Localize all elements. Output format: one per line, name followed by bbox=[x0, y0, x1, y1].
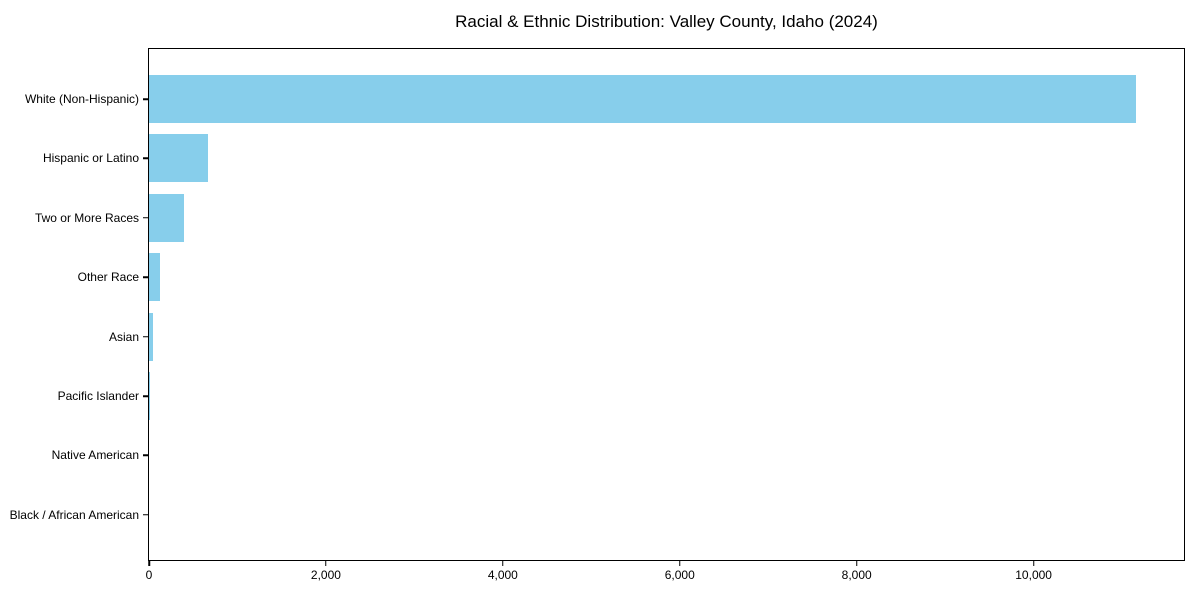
x-axis-tick-label: 8,000 bbox=[841, 568, 872, 582]
bar-row: Asian bbox=[109, 312, 1184, 361]
y-axis-tick bbox=[143, 395, 149, 397]
y-axis-label: Pacific Islander bbox=[57, 389, 139, 403]
y-axis-label: White (Non-Hispanic) bbox=[24, 92, 139, 106]
y-axis-label: Two or More Races bbox=[34, 210, 139, 225]
y-axis-label: Native American bbox=[51, 448, 139, 463]
bar bbox=[149, 193, 185, 242]
bar bbox=[149, 75, 1137, 123]
bar bbox=[149, 253, 161, 302]
x-axis-tick bbox=[855, 560, 858, 566]
plot-area: White (Non-Hispanic) Hispanic or Latino Tw… bbox=[10, 48, 1185, 582]
bar-row: Native American bbox=[52, 431, 1184, 479]
x-axis-tick bbox=[502, 560, 504, 566]
x-axis-tick-label: 4,000 bbox=[487, 568, 518, 582]
y-axis-label: Black / African American bbox=[9, 507, 139, 522]
x-axis-tick-label: 6,000 bbox=[664, 568, 695, 582]
y-axis-tick bbox=[143, 276, 149, 278]
bar-row: Two or More Races bbox=[35, 193, 1184, 242]
y-axis-tick bbox=[143, 335, 149, 338]
x-axis-tick-label: 0 bbox=[145, 568, 153, 582]
y-axis-label: Hispanic or Latino bbox=[42, 151, 139, 166]
y-axis-tick bbox=[143, 217, 149, 219]
bar bbox=[149, 312, 153, 361]
y-axis-label: Asian bbox=[108, 329, 139, 344]
y-axis-tick bbox=[143, 98, 149, 100]
x-axis-tick bbox=[148, 560, 150, 566]
bar-row: White (Non-Hispanic) bbox=[25, 75, 1184, 123]
bar-row: Other Race bbox=[78, 253, 1184, 302]
bar-row: Black / African American bbox=[10, 491, 1184, 539]
x-axis-tick bbox=[325, 560, 327, 566]
bar-row: Pacific Islander bbox=[58, 372, 1184, 420]
bar-row: Hispanic or Latino bbox=[43, 134, 1184, 183]
x-axis-tick bbox=[1032, 560, 1035, 566]
x-axis-tick-label: 2,000 bbox=[310, 568, 341, 582]
x-axis-tick bbox=[679, 560, 681, 566]
chart-title: Racial & Ethnic Distribution: Valley Cou… bbox=[455, 12, 878, 31]
bar bbox=[149, 372, 150, 420]
y-axis-tick bbox=[143, 157, 149, 160]
y-axis-tick bbox=[143, 514, 149, 516]
x-axis-tick-label: 10,000 bbox=[1015, 568, 1052, 582]
y-axis-tick bbox=[143, 454, 149, 457]
y-axis-label: Other Race bbox=[77, 270, 139, 285]
bar bbox=[149, 134, 209, 183]
